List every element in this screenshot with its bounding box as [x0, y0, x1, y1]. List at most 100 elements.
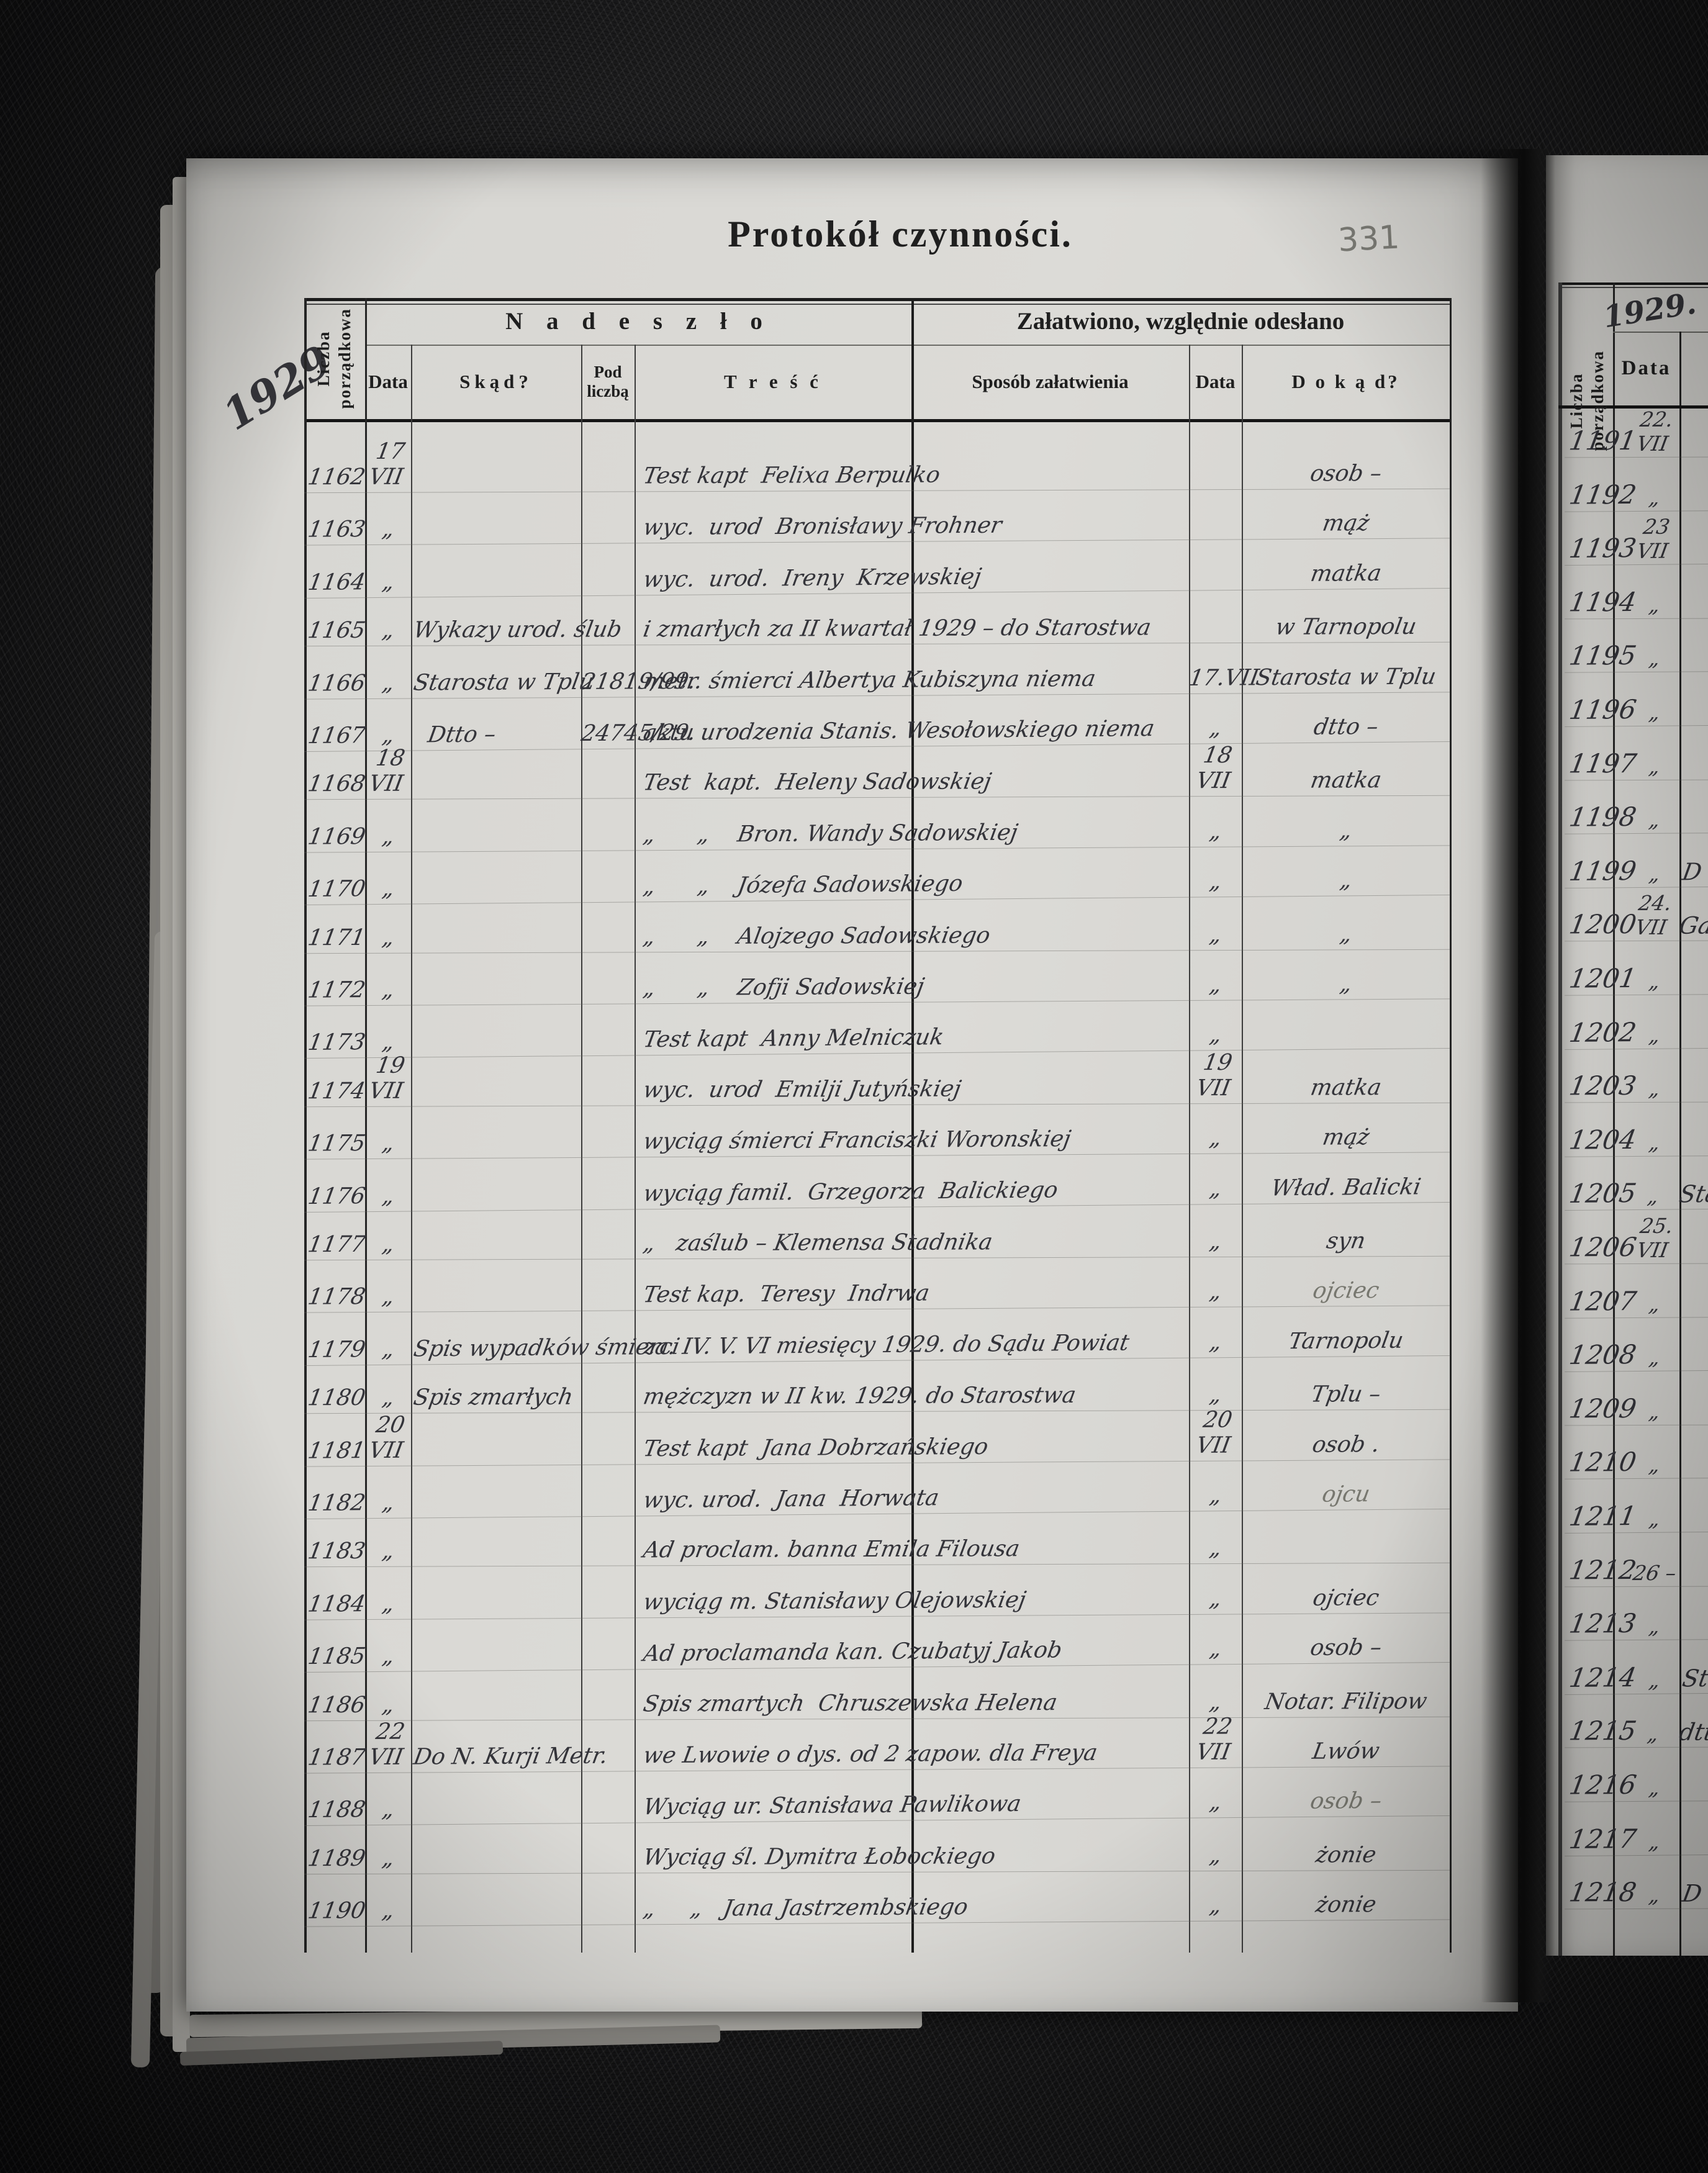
- row-content: „ „ Bron. Wandy Sadowskiej: [641, 820, 1020, 848]
- row-partial-text: [1683, 509, 1708, 510]
- row-ordinal-number: 1200: [1566, 908, 1639, 940]
- row-under-number: [581, 540, 635, 543]
- row-date: „: [1647, 1829, 1662, 1854]
- column-header-ordinal: Liczba porządkowa: [314, 308, 354, 409]
- row-ordinal-number: 1173: [306, 1029, 368, 1056]
- row-destination: żonie: [1314, 1842, 1378, 1868]
- table-row: 1165 „ Wykazy urod. ślub i zmarłych za I…: [304, 590, 1450, 647]
- row-ordinal-number: 1218: [1566, 1876, 1639, 1908]
- row-content: we Lwowie o dys. od 2 zapow. dla Freya: [641, 1740, 1100, 1769]
- row-content: za. IV. V. VI miesięcy 1929. do Sądu Pow…: [641, 1330, 1131, 1360]
- row-under-number: [581, 1256, 635, 1258]
- row-ordinal-number: 1207: [1567, 1285, 1639, 1317]
- row-content: Test kapt Anny Melniczuk: [641, 1024, 946, 1053]
- row-from: Starosta w Tplu: [411, 669, 596, 696]
- row-date: „: [1647, 1076, 1662, 1101]
- column-header-pod-liczba: Pod liczbą: [587, 362, 629, 400]
- row-ordinal-number: 1174: [305, 1078, 368, 1105]
- table-row: 1162 17 VII Test kapt Felixa Berpulko os…: [304, 437, 1450, 494]
- row-ordinal-number: 1169: [305, 824, 368, 850]
- table-row: 1173 „ Test kapt Anny Melniczuk „: [304, 996, 1450, 1059]
- row-from: [411, 1717, 582, 1720]
- row-date: „: [1645, 1183, 1661, 1208]
- column-header-skad: Skąd?: [459, 371, 533, 392]
- row-date: „: [380, 516, 397, 542]
- row-partial-text: [1683, 779, 1708, 780]
- table-row-right: 1193 23 VII: [1564, 515, 1708, 566]
- row-ordinal-number: 1192: [1567, 479, 1639, 510]
- row-partial-text: [1683, 1799, 1708, 1800]
- row-destination: mąż: [1321, 510, 1371, 536]
- row-date: „: [1647, 1452, 1662, 1477]
- table-row-right: 1200 24. VII Ga: [1564, 891, 1708, 942]
- row-date: 20 VII: [367, 1412, 407, 1464]
- grid-line: [304, 298, 307, 1953]
- row-date: „: [380, 977, 397, 1003]
- row-destination: ojciec: [1311, 1278, 1381, 1304]
- row-content: Wyciąg ur. Stanisława Pawlikowa: [641, 1791, 1023, 1820]
- row-date: „: [1645, 1721, 1661, 1746]
- row-from: [411, 1103, 582, 1106]
- row-date: „: [380, 1283, 397, 1309]
- row-content: Test kapt. Heleny Sadowskiej: [641, 769, 993, 796]
- row-destination: matka: [1308, 767, 1384, 793]
- row-ordinal-number: 1164: [306, 569, 368, 596]
- row-partial-text: [1683, 456, 1708, 457]
- row-settled-date: „: [1208, 869, 1224, 895]
- row-from: [411, 541, 582, 544]
- row-destination: żonie: [1314, 1892, 1378, 1918]
- table-row-right: 1210 „: [1564, 1442, 1708, 1480]
- row-ordinal-number: 1213: [1567, 1607, 1639, 1639]
- row-settled-date: „: [1208, 1586, 1224, 1612]
- table-row: 1186 „ Spis zmartych Chruszewska Helena …: [304, 1665, 1450, 1722]
- row-settled-date: „: [1208, 1229, 1224, 1255]
- table-row-right: 1209 „: [1564, 1388, 1708, 1426]
- grid-line: [411, 345, 412, 1953]
- row-date: „: [1647, 1023, 1662, 1047]
- row-destination: „: [1338, 867, 1354, 893]
- row-content: aktu urodzenia Stanis. Wesołowskiego nie…: [641, 716, 1157, 746]
- table-row-right: 1199 „ D: [1564, 850, 1708, 889]
- table-row-right: 1194 „: [1564, 582, 1708, 620]
- row-under-number: [581, 1308, 635, 1311]
- row-ordinal-number: 1210: [1567, 1446, 1639, 1478]
- table-row: 1171 „ „ „ Alojzego Sadowskiego „ „: [304, 898, 1450, 954]
- table-row-right: 1205 „ Sta: [1564, 1172, 1708, 1211]
- row-content: „ zaślub – Klemensa Stadnika: [641, 1229, 995, 1257]
- row-under-number: [581, 642, 635, 644]
- table-row: 1182 „ wyc. urod. Jana Horwata „ ojcu: [304, 1457, 1450, 1520]
- row-from: [411, 1563, 582, 1566]
- table-row: 1187 22 VII Do N. Kurji Metr. we Lwowie …: [304, 1714, 1450, 1774]
- row-under-number: 21819/99.: [579, 668, 698, 695]
- table-row-right: 1213 „: [1564, 1603, 1708, 1641]
- table-row-right: 1206 25. VII: [1564, 1214, 1708, 1265]
- row-date: „: [1647, 1882, 1662, 1907]
- table-row: 1188 „ Wyciąg ur. Stanisława Pawlikowa „…: [304, 1764, 1450, 1827]
- row-date: „: [380, 1845, 397, 1871]
- group-header-nadeszlo: N a d e s z ł o: [505, 308, 771, 335]
- row-date: 26 –: [1631, 1560, 1678, 1586]
- row-date: „: [380, 569, 397, 595]
- row-settled-date: „: [1208, 1022, 1224, 1048]
- row-ordinal-number: 1208: [1567, 1339, 1639, 1370]
- row-settled-date: 19 VII: [1194, 1049, 1234, 1101]
- table-row-right: 1196 „: [1564, 689, 1708, 728]
- row-settled-date: „: [1208, 1483, 1224, 1509]
- grid-line: [365, 298, 367, 1953]
- table-row: 1166 „ Starosta w Tplu 21819/99. metr. ś…: [304, 641, 1450, 700]
- row-destination: Tplu –: [1309, 1381, 1383, 1407]
- row-date: „: [1647, 807, 1662, 832]
- row-ordinal-number: 1212: [1566, 1554, 1639, 1586]
- row-date: 19 VII: [367, 1052, 407, 1104]
- grid-line: [1613, 332, 1708, 333]
- table-row-right: 1212 26 –: [1564, 1550, 1708, 1588]
- row-ordinal-number: 1217: [1567, 1823, 1639, 1855]
- row-date: „: [1647, 861, 1662, 886]
- row-settled-date: „: [1208, 715, 1224, 741]
- row-under-number: [581, 1461, 635, 1465]
- row-partial-text: D: [1680, 858, 1704, 886]
- row-under-number: [581, 1717, 635, 1719]
- row-date: „: [380, 617, 397, 643]
- column-header-data-right: Data: [1621, 357, 1671, 379]
- table-row-right: 1191 22. VII: [1564, 407, 1708, 458]
